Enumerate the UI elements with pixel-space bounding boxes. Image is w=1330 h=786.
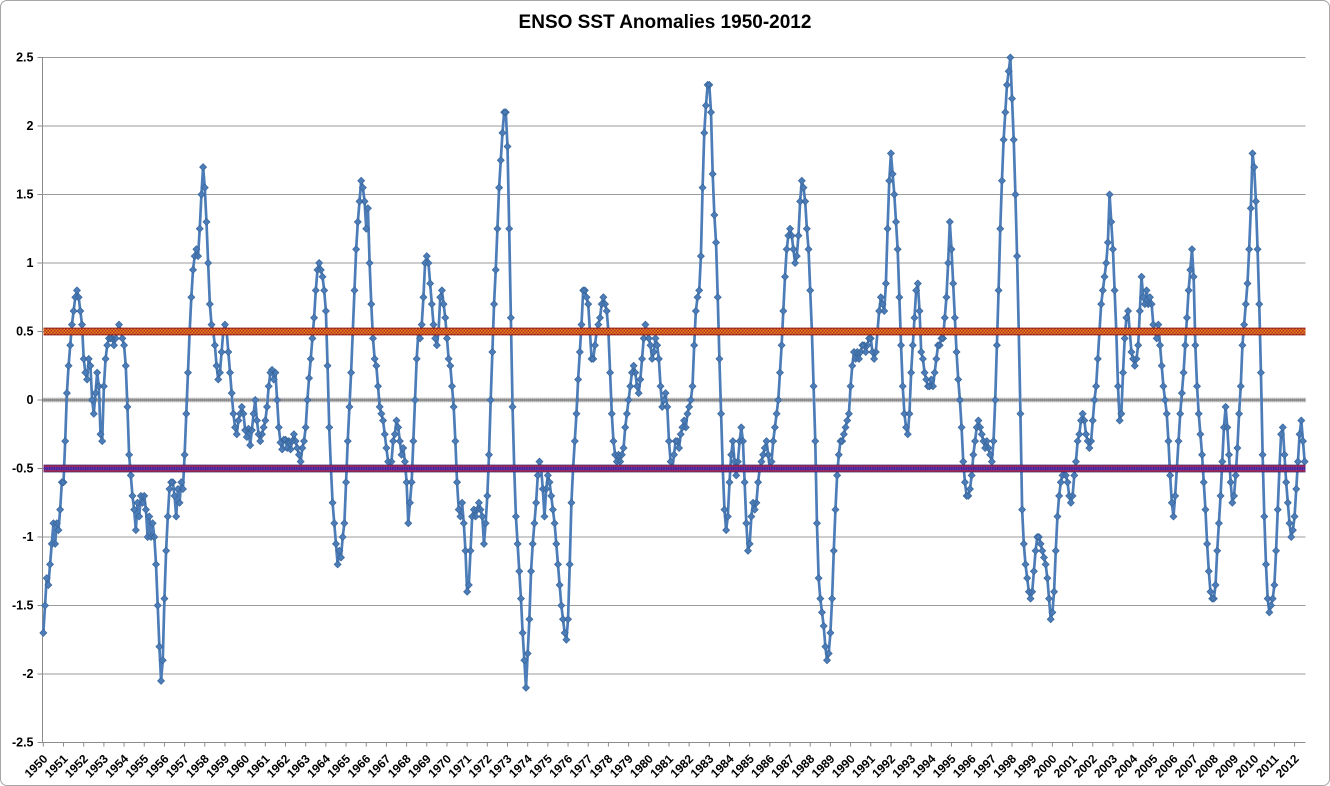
la-nina-threshold-line [43, 464, 1306, 473]
y-tick-label: 1 [27, 256, 34, 270]
chart-title: ENSO SST Anomalies 1950-2012 [518, 12, 812, 33]
y-tick-label: -2.5 [12, 736, 34, 750]
y-tick-label: 1.5 [16, 188, 33, 202]
y-tick-label: 0 [27, 393, 34, 407]
y-tick-label: 2.5 [16, 51, 33, 65]
y-tick-label: -2 [22, 667, 33, 681]
el-nino-threshold-line [43, 327, 1306, 336]
y-axis-labels: 2.5 2 1.5 1 0.5 0 -0.5 -1 -1.5 -2 -2.5 [12, 51, 34, 750]
y-tick-label: -1.5 [12, 599, 34, 613]
y-tick-label: -1 [22, 530, 33, 544]
y-tick-label: -0.5 [12, 462, 34, 476]
sst-anomaly-series-markers [39, 53, 1309, 692]
x-year-label: 2012 [1273, 751, 1302, 780]
x-axis-labels: 1950195119521953195419551956195719581959… [22, 742, 1302, 781]
y-tick-label: 0.5 [16, 325, 33, 339]
y-tick-label: 2 [27, 119, 34, 133]
